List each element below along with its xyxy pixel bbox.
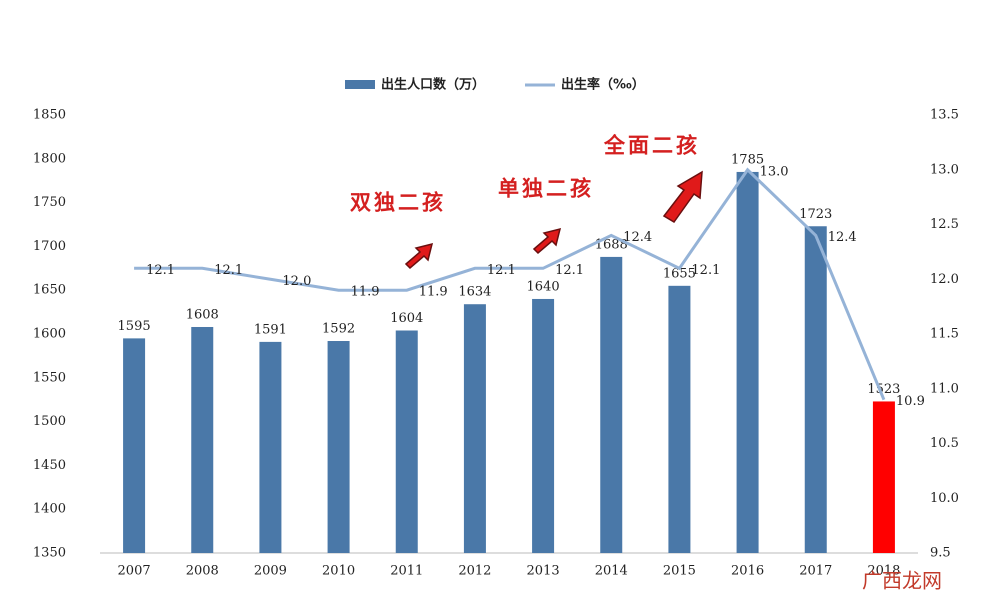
y2-tick-label: 10.5 [930, 436, 959, 451]
y-tick-label: 1650 [33, 283, 66, 298]
bar-value-label: 1592 [322, 322, 355, 337]
bar-value-label: 1523 [867, 382, 900, 397]
line-value-label: 13.0 [760, 164, 789, 179]
line-value-label: 10.9 [896, 394, 925, 409]
bar [532, 298, 555, 553]
arrows [404, 170, 703, 270]
y2-tick-label: 9.5 [930, 546, 951, 561]
bar [600, 256, 623, 553]
bar [191, 326, 214, 553]
bar-value-label: 1688 [595, 237, 628, 252]
x-tick-label: 2010 [322, 564, 355, 579]
x-tick-label: 2007 [118, 564, 151, 579]
x-tick-label: 2017 [799, 564, 832, 579]
y-tick-label: 1500 [33, 414, 66, 429]
line-value-label: 12.1 [214, 263, 243, 278]
y-tick-label: 1550 [33, 370, 66, 385]
x-tick-label: 2012 [458, 564, 491, 579]
bar-value-label: 1640 [527, 279, 560, 294]
legend-label: 出生率（‰） [561, 77, 645, 93]
x-tick-label: 2008 [186, 564, 219, 579]
line-value-label: 12.1 [146, 263, 175, 278]
x-tick-label: 2014 [595, 564, 628, 579]
bar [736, 171, 759, 553]
line-value-label: 12.0 [282, 274, 311, 289]
line-value-label: 12.1 [555, 263, 584, 278]
line-value-label: 11.9 [351, 285, 380, 300]
bar-value-label: 1604 [390, 311, 423, 326]
bar [395, 330, 418, 553]
watermark: 广西龙网 [862, 569, 942, 593]
y2-tick-label: 11.0 [930, 381, 959, 396]
bar-value-label: 1595 [118, 319, 151, 334]
y2-tick-label: 10.0 [930, 491, 959, 506]
bar-value-label: 1723 [799, 207, 832, 222]
bar [123, 338, 146, 553]
bar [668, 285, 691, 553]
y-tick-label: 1750 [33, 195, 66, 210]
x-tick-label: 2016 [731, 564, 764, 579]
line [134, 167, 886, 401]
bar [804, 226, 827, 553]
line-value-label: 12.1 [691, 263, 720, 278]
line-value-label: 12.4 [828, 230, 857, 245]
y-tick-label: 1700 [33, 239, 66, 254]
y-tick-label: 1450 [33, 458, 66, 473]
y2-tick-label: 11.5 [930, 327, 959, 342]
annotation: 全面二孩 [603, 133, 700, 158]
arrow [532, 227, 562, 255]
x-tick-label: 2015 [663, 564, 696, 579]
legend-label: 出生人口数（万） [381, 77, 485, 93]
x-tick-label: 2009 [254, 564, 287, 579]
y-tick-label: 1600 [33, 327, 66, 342]
y-tick-label: 1350 [33, 546, 66, 561]
line-value-label: 11.9 [419, 285, 448, 300]
y2-tick-label: 13.5 [930, 108, 959, 123]
y-tick-label: 1800 [33, 151, 66, 166]
y2-tick-label: 12.0 [930, 272, 959, 287]
legend-swatch [345, 80, 375, 89]
bar [872, 401, 895, 553]
y2-tick-label: 13.0 [930, 162, 959, 177]
bar-value-label: 1655 [663, 266, 696, 281]
annotation: 单独二孩 [498, 176, 594, 201]
annotation: 双独二孩 [350, 190, 446, 215]
y-tick-label: 1400 [33, 502, 66, 517]
y2-tick-label: 12.5 [930, 217, 959, 232]
line-value-label: 12.4 [623, 230, 652, 245]
plot: 1350 1400 1450 1500 1550 1600 1650 1700 1750 1800… [33, 77, 959, 579]
bar-value-label: 1634 [458, 285, 491, 300]
bar [259, 341, 282, 553]
line-value-label: 12.1 [487, 263, 516, 278]
x-tick-label: 2011 [390, 564, 423, 579]
bar-value-label: 1608 [186, 307, 219, 322]
bar [327, 341, 350, 553]
bar-value-label: 1591 [254, 322, 287, 337]
arrow [404, 242, 434, 270]
bar [463, 304, 486, 553]
bar-value-label: 1785 [731, 152, 764, 167]
x-tick-label: 2018 [867, 564, 900, 579]
arrow [662, 170, 703, 223]
y-tick-label: 1850 [33, 108, 66, 123]
x-tick-label: 2013 [527, 564, 560, 579]
